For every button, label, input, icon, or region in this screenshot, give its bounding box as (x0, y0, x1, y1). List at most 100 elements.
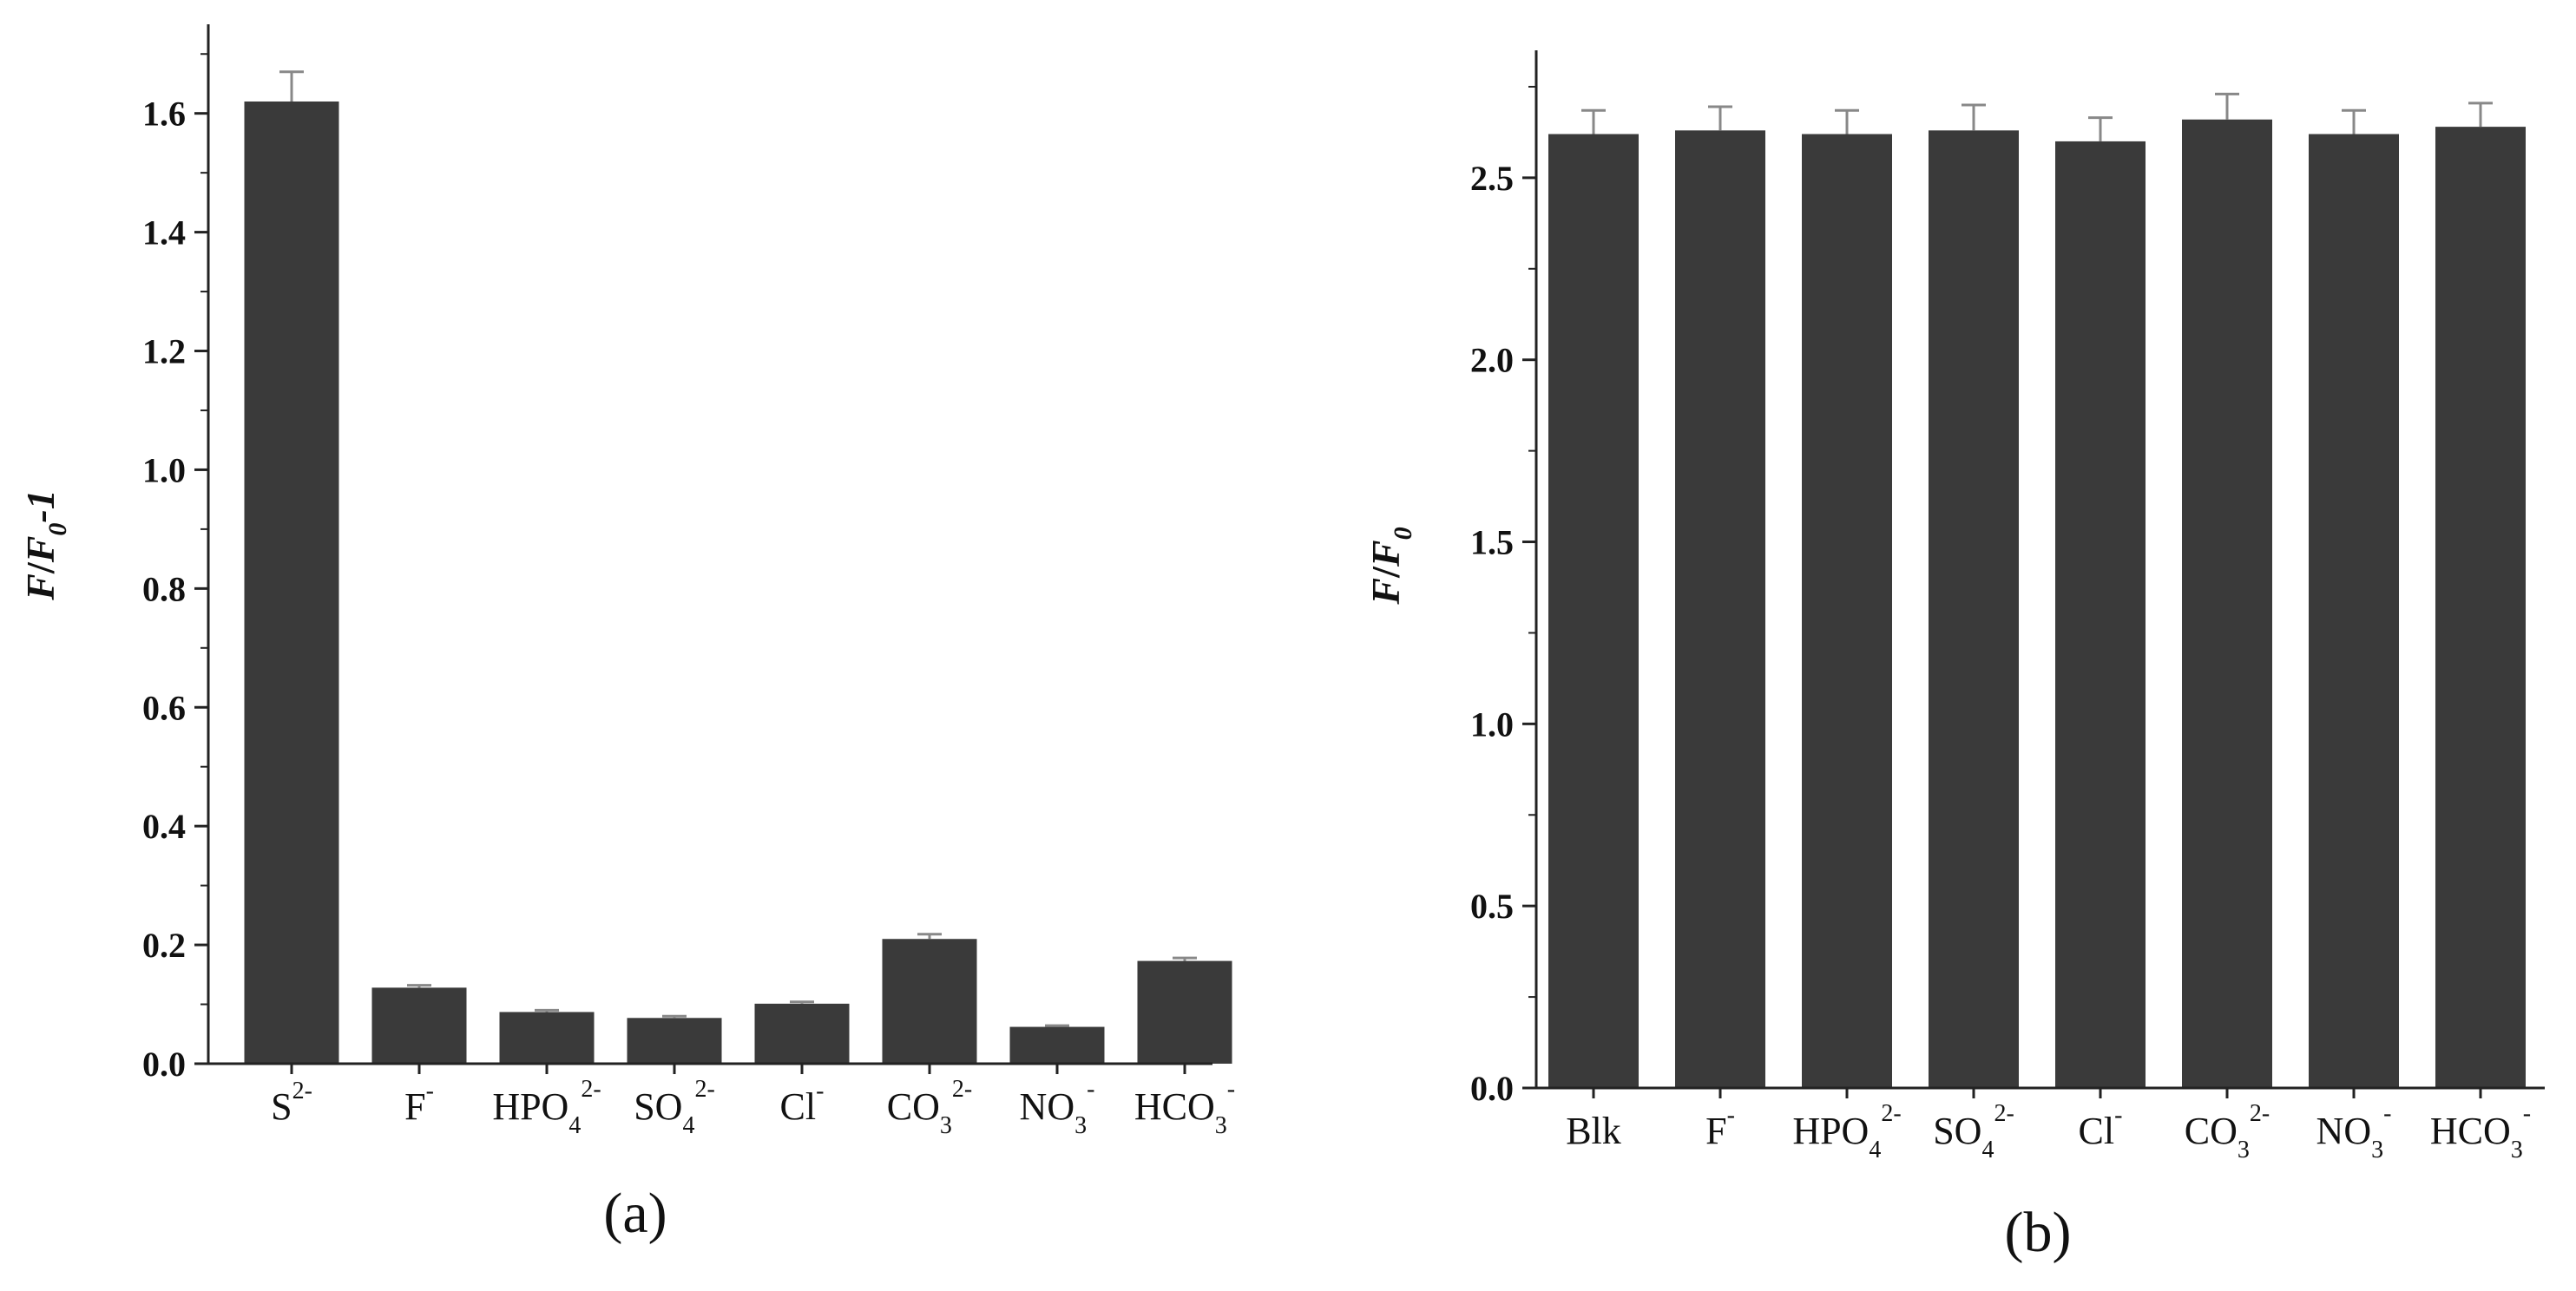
panel-a-ylabel-slash: / (18, 561, 62, 574)
panel-a-ytick-label-4: 0.8 (142, 569, 186, 608)
panel-a-category-label-3-sup: 2- (694, 1076, 714, 1103)
panel-b-ylabel: F/F0 (1364, 527, 1417, 605)
panel-b-ytick-label-3: 1.5 (1470, 523, 1514, 562)
panel-a-category-label-7-sup: - (1227, 1076, 1235, 1103)
panel-a-category-label-3: SO42- (634, 1076, 715, 1139)
panel-b-category-label-5-sub: 3 (2238, 1137, 2250, 1163)
panel-a-bar-2 (499, 1012, 595, 1064)
panel-a-category-label-6-sub: 3 (1074, 1112, 1087, 1139)
panel-b-category-label-4-sup: - (2114, 1102, 2122, 1129)
panel-a-category-label-2-base: HPO (492, 1085, 568, 1128)
panel-b-category-label-7-sub: 3 (2511, 1137, 2523, 1163)
panel-b-category-label-6-base: NO (2316, 1110, 2372, 1152)
panel-b-ylabel-sub: 0 (1389, 527, 1417, 540)
chart-panel-a: 0.00.20.40.60.81.01.21.41.6S2- F- HPO42- SO… (18, 24, 1235, 1245)
panel-a-category-label-7-base: HCO (1134, 1085, 1215, 1128)
panel-b-category-label-1: F- (1705, 1102, 1735, 1152)
panel-a-ytick-label-5: 1.0 (142, 450, 186, 489)
panel-b-ylabel-f0: F (1364, 540, 1408, 567)
panel-a-category-label-1-base: F (404, 1085, 425, 1128)
panel-a-category-label-5-sup: 2- (952, 1076, 972, 1103)
panel-a-ytick-label-1: 0.2 (142, 926, 186, 965)
panel-b-category-label-1-base: F (1705, 1110, 1726, 1152)
panel-b-bar-5 (2182, 119, 2272, 1088)
panel-a-category-label-1: F- (404, 1078, 434, 1128)
panel-b-bar-4 (2055, 141, 2146, 1089)
panel-a-caption: (a) (603, 1182, 667, 1245)
panel-b-bar-2 (1802, 134, 1892, 1089)
panel-a-ytick-label-3: 0.6 (142, 688, 186, 727)
panel-b-category-label-7-sup: - (2523, 1100, 2531, 1127)
panel-a-bar-0 (244, 101, 339, 1065)
panel-b-category-label-4-base: Cl (2079, 1110, 2115, 1152)
panel-b-ylabel-slash: / (1364, 566, 1408, 579)
panel-b-bar-3 (1929, 130, 2019, 1089)
panel-b-ylabel-f: F (1364, 578, 1408, 606)
panel-a-ytick-label-7: 1.4 (142, 213, 186, 252)
panel-a-bar-6 (1009, 1026, 1105, 1064)
panel-b-category-label-5-sup: 2- (2250, 1100, 2270, 1127)
panel-a-category-label-5: CO32- (887, 1076, 972, 1139)
panel-a-category-label-7-sub: 3 (1215, 1112, 1227, 1139)
panel-a-ytick-label-2: 0.4 (142, 807, 186, 846)
panel-a-bar-7 (1137, 960, 1232, 1064)
panel-a-category-label-0-base: S (271, 1085, 292, 1128)
panel-a-bar-4 (754, 1003, 850, 1064)
panel-b-category-label-6-sup: - (2383, 1100, 2391, 1127)
panel-b-bar-6 (2309, 134, 2399, 1089)
panel-a-ylabel-f0: F (18, 536, 62, 564)
panel-a-ytick-label-8: 1.6 (142, 95, 186, 134)
panel-b-bar-0 (1548, 134, 1639, 1089)
panel-b-ytick-label-1: 0.5 (1470, 887, 1514, 926)
panel-a-category-label-4: Cl- (780, 1078, 825, 1128)
panel-b-category-label-3-sup: 2- (1994, 1100, 2014, 1127)
panel-b-ytick-label-0: 0.0 (1470, 1069, 1514, 1108)
panel-b-caption: (b) (2005, 1201, 2072, 1264)
panel-a-category-label-2-sub: 4 (568, 1112, 581, 1139)
panel-b-category-label-6: NO3- (2316, 1100, 2392, 1163)
panel-a-category-label-0-sup: 2- (292, 1078, 312, 1104)
panel-b-category-label-2-base: HPO (1792, 1110, 1869, 1152)
panel-a-category-label-2: HPO42- (492, 1076, 601, 1139)
panel-a-ytick-label-0: 0.0 (142, 1045, 186, 1084)
panel-a-bar-3 (627, 1018, 722, 1064)
panel-a-category-label-2-sup: 2- (581, 1076, 601, 1103)
panel-b-category-label-7: HCO3- (2430, 1100, 2531, 1163)
panel-b-bar-7 (2435, 127, 2526, 1088)
panel-b-bar-1 (1675, 130, 1765, 1089)
panel-b-ytick-label-4: 2.0 (1470, 341, 1514, 380)
panel-a-ylabel-tail: -1 (18, 489, 62, 522)
panel-a-category-label-1-sup: - (426, 1078, 434, 1104)
panel-a-ylabel: F/F0-1 (18, 489, 72, 600)
panel-b-category-label-2-sub: 4 (1869, 1137, 1881, 1163)
panel-b-category-label-2: HPO42- (1792, 1100, 1901, 1163)
panel-b-category-label-5: CO32- (2185, 1100, 2270, 1163)
panel-a-category-label-5-sub: 3 (940, 1112, 952, 1139)
panel-b-category-label-3-base: SO (1933, 1110, 1981, 1152)
panel-a-category-label-0: S2- (271, 1078, 312, 1128)
panel-b-category-label-7-base: HCO (2430, 1110, 2511, 1152)
panel-b-category-label-4: Cl- (2079, 1102, 2123, 1152)
panel-b-category-label-6-sub: 3 (2371, 1137, 2383, 1163)
panel-b-category-label-5-base: CO (2185, 1110, 2238, 1152)
panel-b-ytick-label-5: 2.5 (1470, 159, 1514, 198)
panel-a-category-label-5-base: CO (887, 1085, 940, 1128)
panel-b-category-label-0-base: Blk (1566, 1110, 1621, 1152)
panel-a-ytick-label-6: 1.2 (142, 332, 186, 371)
panel-b-category-label-3-sub: 4 (1981, 1137, 1994, 1163)
panel-a-ylabel-f: F (18, 573, 62, 601)
panel-a-category-label-3-base: SO (634, 1085, 682, 1128)
panel-a-category-label-4-base: Cl (780, 1085, 817, 1128)
panel-b-category-label-0: Blk (1566, 1110, 1621, 1152)
panel-a-category-label-7: HCO3- (1134, 1076, 1235, 1139)
panel-b-category-label-1-sup: - (1727, 1102, 1735, 1129)
panel-a-bar-1 (371, 987, 467, 1064)
panel-a-category-label-6-base: NO (1020, 1085, 1075, 1128)
panel-a-category-label-3-sub: 4 (682, 1112, 694, 1139)
panel-a-category-label-6: NO3- (1020, 1076, 1095, 1139)
panel-a-ylabel-sub: 0 (43, 523, 72, 536)
panel-a-category-label-6-sup: - (1087, 1076, 1094, 1103)
panel-b-category-label-3: SO42- (1933, 1100, 2014, 1163)
